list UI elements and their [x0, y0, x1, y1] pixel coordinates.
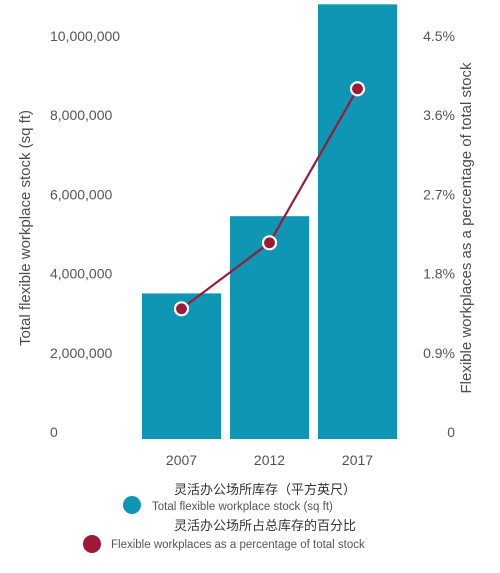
x-tick-label: 2012	[254, 452, 285, 468]
x-axis: 2007 2012 2017	[166, 452, 373, 468]
line-point-2017	[349, 81, 366, 97]
legend: 灵活办公场所库存（平方英尺） Total flexible workplace …	[83, 482, 365, 553]
y2-tick-label: 2.7%	[423, 186, 455, 202]
y-tick-label: 10,000,000	[50, 28, 120, 44]
bar-2012	[230, 216, 309, 439]
left-axis: 0 2,000,000 4,000,000 6,000,000 8,000,000 10,…	[50, 28, 120, 440]
bar-2007	[142, 293, 221, 439]
y-tick-label: 6,000,000	[50, 186, 112, 202]
legend-bar-en: Total flexible workplace stock (sq ft)	[152, 501, 333, 513]
y2-tick-label: 4.5%	[423, 28, 455, 44]
legend-line-en: Flexible workplaces as a percentage of t…	[111, 539, 365, 551]
y-tick-label: 4,000,000	[50, 266, 112, 282]
line-point-2012	[261, 235, 278, 251]
line-point-2007	[173, 301, 190, 317]
legend-line-cn: 灵活办公场所占总库存的百分比	[174, 518, 356, 534]
legend-bar-cn: 灵活办公场所库存（平方英尺）	[174, 482, 356, 498]
y2-tick-label: 1.8%	[423, 266, 455, 282]
y2-tick-label: 0.9%	[423, 345, 455, 361]
legend-line-marker	[83, 535, 101, 553]
line-layer	[173, 81, 366, 317]
y-tick-label: 2,000,000	[50, 345, 112, 361]
bar-2017	[318, 4, 397, 439]
y2-tick-label: 3.6%	[423, 107, 455, 123]
y-tick-label: 8,000,000	[50, 107, 112, 123]
y-tick-label: 0	[50, 424, 58, 440]
x-tick-label: 2007	[166, 452, 197, 468]
legend-bar-marker	[123, 496, 141, 514]
x-tick-label: 2017	[342, 452, 373, 468]
y2-axis-title: Flexible workplaces as a percentage of t…	[458, 62, 475, 394]
y-axis-title: Total flexible workplace stock (sq ft)	[17, 110, 34, 346]
right-axis: 0 0.9% 1.8% 2.7% 3.6% 4.5%	[423, 28, 455, 440]
y2-tick-label: 0	[447, 424, 455, 440]
bars-layer	[142, 4, 397, 439]
